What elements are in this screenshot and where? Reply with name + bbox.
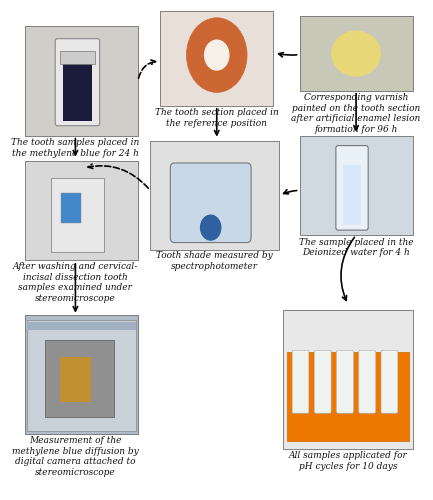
Text: The sample placed in the
Deionized water for 4 h: The sample placed in the Deionized water… (299, 238, 414, 257)
FancyBboxPatch shape (63, 61, 91, 120)
FancyBboxPatch shape (25, 26, 138, 136)
FancyBboxPatch shape (150, 140, 279, 250)
FancyBboxPatch shape (314, 350, 331, 413)
FancyBboxPatch shape (359, 350, 375, 413)
FancyBboxPatch shape (283, 310, 413, 449)
FancyBboxPatch shape (25, 160, 138, 260)
FancyArrowPatch shape (139, 60, 155, 78)
FancyBboxPatch shape (160, 12, 273, 106)
Text: After washing and cervical-
incisal dissection tooth
samples examined under
ster: After washing and cervical- incisal diss… (13, 262, 138, 302)
FancyBboxPatch shape (60, 51, 95, 64)
FancyBboxPatch shape (292, 350, 309, 413)
FancyArrowPatch shape (278, 52, 297, 57)
Text: All samples applicated for
pH cycles for 10 days: All samples applicated for pH cycles for… (289, 452, 407, 471)
FancyBboxPatch shape (336, 146, 368, 230)
FancyBboxPatch shape (381, 350, 397, 413)
FancyBboxPatch shape (51, 178, 103, 252)
FancyArrowPatch shape (341, 238, 354, 300)
FancyBboxPatch shape (314, 350, 331, 413)
FancyBboxPatch shape (359, 350, 375, 413)
FancyArrowPatch shape (88, 164, 148, 188)
FancyBboxPatch shape (288, 352, 409, 442)
FancyBboxPatch shape (292, 350, 309, 413)
FancyBboxPatch shape (337, 350, 353, 413)
Circle shape (187, 18, 247, 92)
FancyBboxPatch shape (61, 193, 81, 222)
FancyArrowPatch shape (73, 264, 78, 311)
Text: Corresponding varnish
painted on the tooth section
after artificial enamel lesio: Corresponding varnish painted on the too… (291, 94, 421, 134)
FancyBboxPatch shape (343, 166, 361, 225)
FancyBboxPatch shape (61, 357, 91, 402)
FancyBboxPatch shape (55, 38, 100, 126)
Text: The tooth samples placed in
the methylene blue for 24 h: The tooth samples placed in the methylen… (11, 138, 139, 158)
FancyBboxPatch shape (300, 136, 413, 235)
FancyBboxPatch shape (170, 163, 251, 242)
FancyBboxPatch shape (45, 340, 114, 416)
Ellipse shape (332, 31, 380, 76)
Circle shape (200, 215, 221, 240)
FancyBboxPatch shape (292, 350, 309, 413)
FancyBboxPatch shape (359, 350, 375, 413)
FancyBboxPatch shape (337, 350, 353, 413)
FancyBboxPatch shape (337, 350, 353, 413)
Circle shape (205, 40, 229, 70)
FancyBboxPatch shape (27, 320, 136, 432)
FancyArrowPatch shape (284, 190, 297, 194)
FancyBboxPatch shape (300, 16, 413, 91)
Text: The tooth section placed in
the reference position: The tooth section placed in the referenc… (155, 108, 278, 128)
FancyBboxPatch shape (27, 322, 136, 330)
Text: Tooth shade measured by
spectrophotometer: Tooth shade measured by spectrophotomete… (156, 252, 273, 271)
FancyBboxPatch shape (25, 314, 138, 434)
FancyBboxPatch shape (314, 350, 331, 413)
Text: Measurement of the
methylene blue diffusion by
digital camera attached to
stereo: Measurement of the methylene blue diffus… (12, 436, 139, 476)
FancyBboxPatch shape (381, 350, 397, 413)
FancyArrowPatch shape (73, 138, 78, 155)
FancyBboxPatch shape (381, 350, 397, 413)
FancyArrowPatch shape (214, 108, 219, 135)
FancyArrowPatch shape (354, 94, 358, 130)
